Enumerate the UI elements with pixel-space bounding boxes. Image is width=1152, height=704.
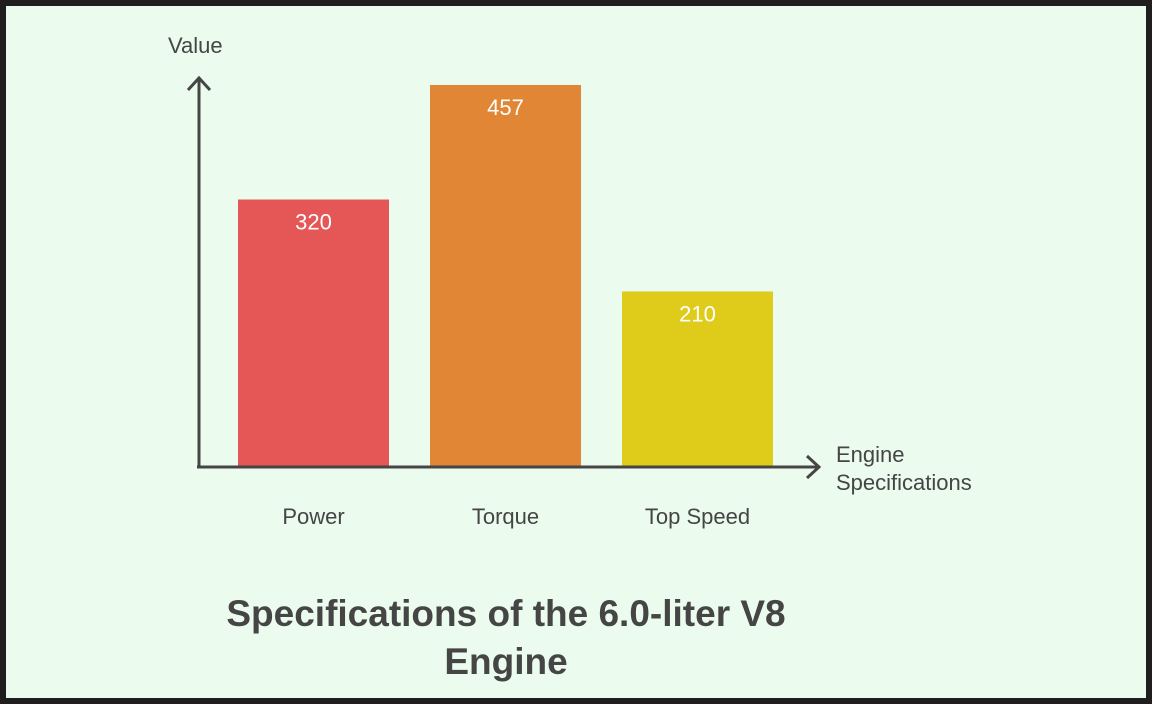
bar-power: [238, 199, 389, 467]
bar-chart: 320 457 210 Power Torque Top Speed Value Eng…: [168, 33, 972, 529]
value-label-torque: 457: [487, 95, 524, 120]
x-axis-title-line-2: Specifications: [836, 470, 972, 495]
category-label-torque: Torque: [472, 504, 539, 529]
value-labels-group: 320 457 210: [295, 95, 716, 326]
category-label-power: Power: [282, 504, 344, 529]
value-label-top-speed: 210: [679, 301, 716, 326]
x-axis-title-line-1: Engine: [836, 442, 905, 467]
category-labels-group: Power Torque Top Speed: [282, 504, 750, 529]
x-axis-title: Engine Specifications: [836, 442, 972, 495]
bar-top-speed: [622, 291, 773, 467]
category-label-top-speed: Top Speed: [645, 504, 750, 529]
y-axis-arrow: [186, 75, 212, 92]
chart-frame: 320 457 210 Power Torque Top Speed Value Eng…: [6, 6, 1146, 698]
bar-torque: [430, 85, 581, 467]
y-axis-title: Value: [168, 33, 223, 58]
chart-title: Specifications of the 6.0-liter V8 Engin…: [226, 593, 786, 682]
value-label-power: 320: [295, 210, 332, 235]
x-axis-arrow: [805, 454, 822, 480]
bars-group: [238, 85, 773, 467]
